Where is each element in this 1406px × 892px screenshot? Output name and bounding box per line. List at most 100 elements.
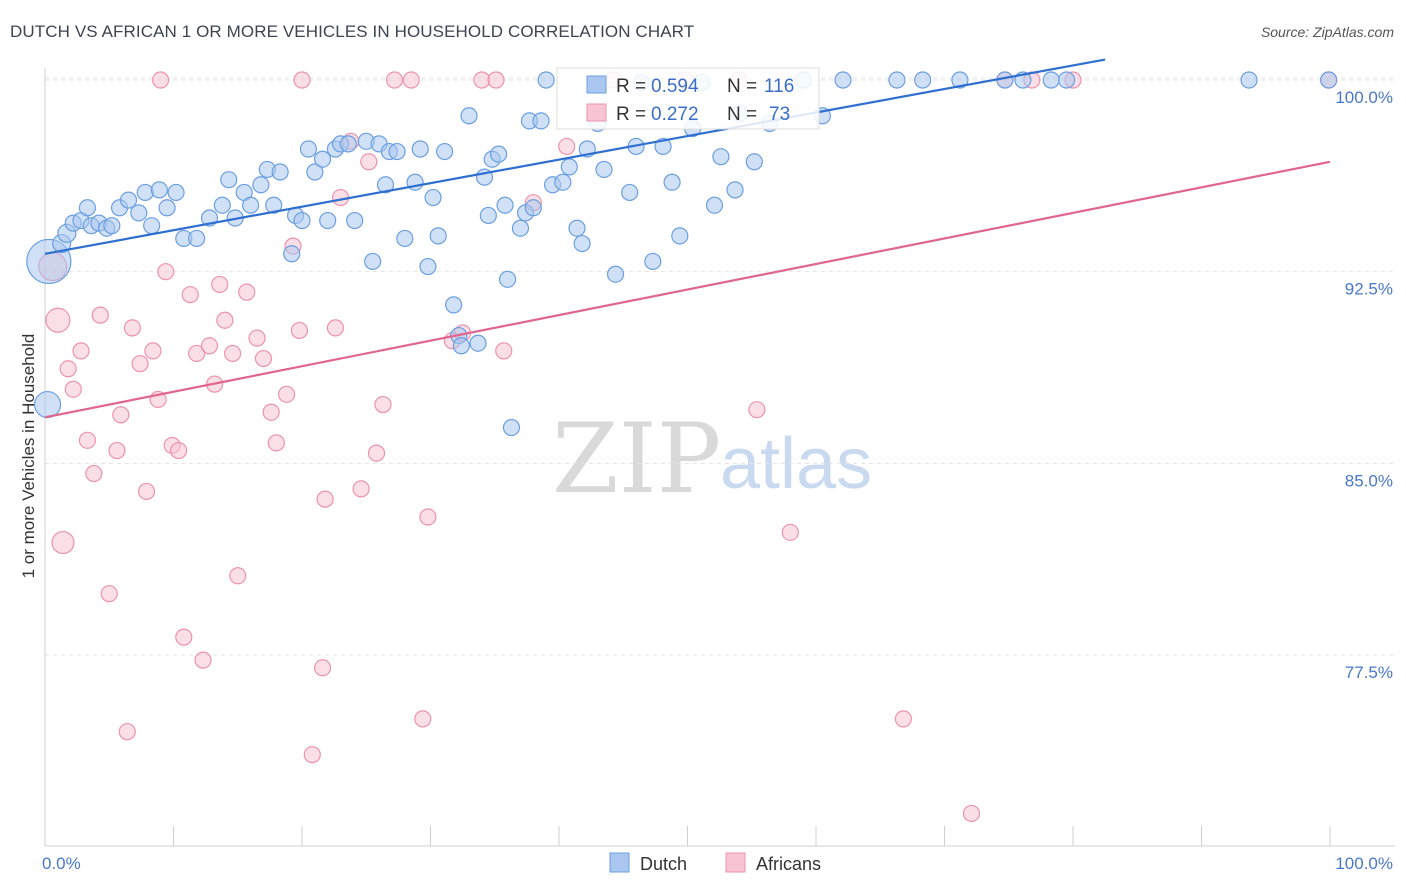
africans-point (188, 344, 206, 363)
correlation-legend: R = 0.594 N = 116 R = 0.272 N = 73 (556, 67, 820, 130)
dutch-point (339, 135, 357, 153)
dutch-point (834, 71, 852, 89)
dutch-point (376, 176, 395, 194)
dutch-point (560, 158, 578, 176)
dutch-point (888, 71, 906, 89)
dutch-point (621, 183, 639, 202)
bottom-legend-label-dutch: Dutch (640, 854, 687, 874)
africans-point (51, 530, 75, 555)
africans-point (108, 441, 126, 460)
africans-point (267, 434, 285, 452)
dutch-point (726, 181, 744, 199)
africans-point (181, 286, 199, 304)
dutch-point (136, 183, 154, 202)
dutch-point (499, 270, 517, 288)
africans-point (402, 71, 420, 89)
dutch-point (119, 191, 138, 209)
legend-n-label-dutch: N = (727, 76, 757, 97)
africans-point (211, 275, 229, 294)
dutch-point (705, 196, 724, 214)
dutch-point (158, 199, 176, 217)
africans-point (367, 444, 386, 462)
dutch-point (532, 112, 550, 130)
dutch-point (299, 140, 318, 158)
dutch-point (1240, 71, 1258, 89)
africans-point (495, 342, 513, 360)
watermark-zip: ZIP (552, 403, 721, 515)
dutch-point (429, 227, 447, 245)
dutch-point (537, 71, 555, 89)
dutch-point (346, 211, 364, 230)
africans-point (487, 71, 505, 89)
africans-point (91, 306, 109, 324)
dutch-point (644, 252, 662, 271)
africans-point (316, 490, 334, 508)
dutch-point (951, 71, 969, 89)
bottom-legend-label-africans: Africans (756, 854, 821, 874)
africans-point (175, 628, 193, 646)
dutch-point (313, 150, 332, 168)
africans-point (352, 480, 370, 498)
dutch-point (283, 245, 301, 263)
africans-point (290, 321, 309, 340)
dutch-point (452, 337, 470, 355)
x-tick-label-max: 100.0% (1335, 854, 1393, 873)
africans-point (157, 263, 175, 281)
dutch-point (419, 257, 437, 276)
dutch-point (914, 71, 932, 89)
africans-point (194, 651, 212, 669)
africans-point (72, 342, 90, 360)
africans-point (78, 431, 97, 449)
africans-point (200, 337, 219, 355)
dutch-point (1042, 71, 1060, 89)
legend-r-label-africans: R = (616, 104, 646, 125)
dutch-point (712, 148, 730, 166)
dutch-point (460, 107, 478, 125)
y-tick-label: 77.5% (1345, 663, 1393, 682)
africans-point (112, 406, 130, 424)
legend-n-value-africans: 73 (769, 104, 790, 125)
dutch-point (745, 153, 763, 171)
africans-point (962, 804, 981, 823)
y-axis-label: 1 or more Vehicles in Household (19, 334, 38, 579)
africans-point (558, 137, 576, 156)
y-tick-label: 92.5% (1345, 280, 1393, 299)
africans-point (277, 385, 296, 403)
dutch-point (130, 204, 148, 222)
watermark-atlas: atlas (720, 424, 872, 504)
dutch-point (293, 211, 311, 230)
y-tick-labels: 77.5% 85.0% 92.5% 100.0% (1335, 88, 1393, 682)
dutch-point (606, 265, 625, 283)
dutch-point (502, 418, 521, 437)
x-axis-ticks (173, 826, 1331, 846)
dutch-point (1057, 71, 1076, 89)
africans-point (45, 307, 71, 333)
dutch-point (573, 234, 591, 253)
africans-point (59, 360, 77, 378)
chart-title: DUTCH VS AFRICAN 1 OR MORE VEHICLES IN H… (10, 22, 695, 41)
dutch-point (213, 196, 231, 214)
dutch-point (663, 173, 681, 191)
series-dutch-points (26, 71, 1338, 437)
africans-point (293, 71, 311, 89)
legend-r-value-dutch: 0.594 (651, 76, 699, 97)
dutch-point (654, 137, 672, 156)
africans-point (748, 401, 766, 419)
dutch-point (524, 199, 542, 217)
series-africans-points (38, 71, 1338, 823)
africans-point (229, 567, 247, 585)
africans-point (262, 403, 280, 421)
africans-point (123, 319, 141, 337)
africans-point (118, 723, 136, 741)
africans-point (100, 585, 118, 603)
dutch-point (469, 334, 487, 352)
legend-r-value-africans: 0.272 (651, 104, 699, 125)
dutch-point (424, 188, 442, 207)
dutch-point (78, 199, 97, 217)
africans-point (238, 283, 256, 301)
dutch-point (306, 163, 324, 181)
dutch-point (411, 140, 429, 158)
dutch-point (490, 145, 508, 163)
africans-point (894, 710, 912, 728)
